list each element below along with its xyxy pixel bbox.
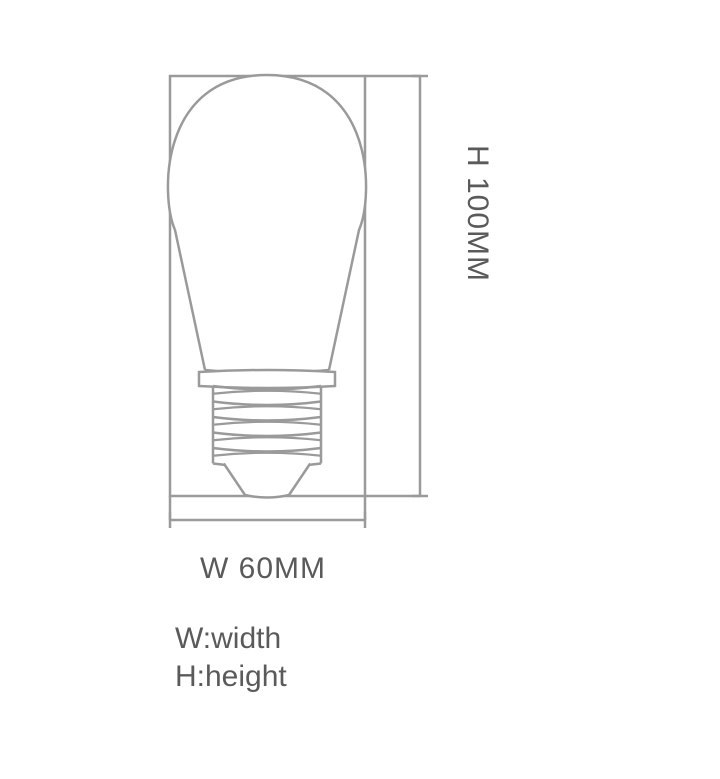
diagram-canvas: W 60MM H 100MM W:width H:height <box>0 0 720 774</box>
width-dimension-label: W 60MM <box>200 552 326 586</box>
legend-width-line: W:width <box>175 620 287 658</box>
height-dimension-label: H 100MM <box>460 145 494 282</box>
legend-height-line: H:height <box>175 658 287 696</box>
bulb-dimension-svg <box>0 0 720 774</box>
dimension-legend: W:width H:height <box>175 620 287 695</box>
